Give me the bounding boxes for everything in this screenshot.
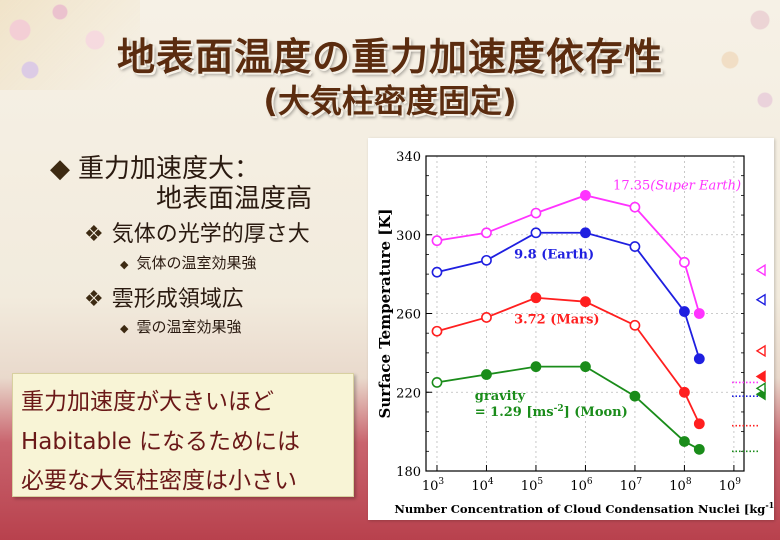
data-point [481,369,492,380]
data-point [629,241,641,252]
right-triangle-marker [755,263,766,277]
data-point [481,227,492,239]
subsubbullet-gas-greenhouse: ◆ 気体の温室効果強 [120,252,256,273]
small-diamond-icon: ◆ [120,258,129,271]
series-label-gravity: gravity [475,389,526,404]
y-tick-label: 340 [396,150,421,165]
right-triangle-marker [755,293,766,306]
subsubbullet-cloud-greenhouse: ◆ 雲の温室効果強 [120,316,241,337]
chart-panel: 180 220 260 300 340 103 104 105 106 107 108 109 Numb… [368,138,780,520]
data-point [530,361,542,373]
data-point [530,207,542,219]
y-tick-label: 180 [396,465,421,480]
right-triangle-marker [755,344,766,358]
diamond-bullet-icon: ◆ [50,154,70,184]
data-point [481,312,492,323]
x-axis-label: Number Concentration of Cloud Condensati… [394,500,774,516]
y-tick-label: 260 [396,308,421,323]
data-point [629,390,641,402]
series-label-earth: 9.8 (Earth) [514,247,594,262]
slide-title: 地表面温度の重力加速度依存性 [116,35,663,79]
clover-bullet-icon: ❖ [84,287,104,312]
data-point [431,266,443,278]
surface-temperature-chart: 180 220 260 300 340 103 104 105 106 107 108 109 Numb… [376,150,780,516]
x-tick-label: 108 [669,477,692,494]
data-point [431,325,443,337]
series-label-super-earth: 17.35(Super Earth) [613,178,741,193]
data-point [693,443,705,455]
bullet-surface-temp-high: 地表面温度高 [156,184,313,214]
data-point [431,377,443,388]
data-point [580,361,591,373]
x-tick-label: 104 [471,477,494,494]
data-point [580,227,591,239]
slide-subtitle: (大気柱密度固定) [263,82,517,120]
x-tick-label: 106 [570,477,593,494]
x-tick-label: 109 [719,477,742,494]
data-point [431,235,443,247]
y-tick-label: 220 [396,386,421,401]
data-point [693,418,705,430]
right-triangle-marker [755,382,766,395]
conclusion-line-1: 重力加速度が大きいほど [21,389,274,415]
bullet-gravity-large: ◆ 重力加速度大： [50,148,260,185]
corner-decoration [0,0,140,90]
data-point [580,189,591,201]
data-point [530,292,542,304]
data-point [679,386,690,398]
y-axis-label: Surface Temperature [K] [376,209,394,419]
data-point [481,254,492,266]
clover-bullet-icon: ❖ [84,222,104,247]
data-point [679,436,690,447]
bullet-text: 雲の温室効果強 [136,318,242,336]
x-tick-label: 105 [521,477,544,494]
small-diamond-icon: ◆ [120,322,129,335]
conclusion-box: 重力加速度が大きいほど Habitable になるためには 必要な大気柱密度は小… [12,373,354,497]
bullet-text: 気体の光学的厚さ大 [111,222,310,247]
data-point [679,306,690,317]
conclusion-line-2: Habitable になるためには [21,429,300,455]
data-point [629,319,641,331]
subbullet-cloud-region: ❖ 雲形成領域広 [84,281,244,313]
right-triangle-marker [755,370,766,383]
right-decoration [690,0,780,130]
data-point [530,227,542,239]
data-point [679,256,690,268]
series-label-mars: 3.72 (Mars) [514,312,599,327]
data-point [580,296,591,308]
bullet-text: 雲形成領域広 [111,287,244,312]
y-tick-label: 300 [396,229,421,244]
x-tick-label: 107 [620,477,643,494]
data-point [629,201,641,213]
series-label-moon: = 1.29 [ms-2] (Moon) [475,404,628,420]
subbullet-optical-thickness: ❖ 気体の光学的厚さ大 [84,216,310,248]
conclusion-line-3: 必要な大気柱密度は小さい [21,468,297,494]
bullet-text: 気体の温室効果強 [136,254,257,272]
bullet-text: 重力加速度大： [78,154,261,184]
data-point [693,308,705,319]
x-tick-label: 103 [422,477,445,494]
data-point [693,353,705,365]
